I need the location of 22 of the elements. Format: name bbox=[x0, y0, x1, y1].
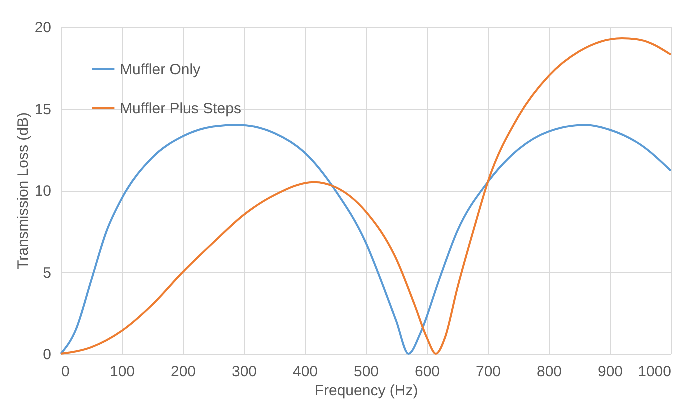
y-tick-label: 0 bbox=[43, 346, 52, 364]
x-axis-title: Frequency (Hz) bbox=[314, 382, 418, 400]
y-tick-label: 15 bbox=[34, 101, 52, 118]
x-tick-label: 600 bbox=[414, 364, 440, 380]
y-tick-label: 10 bbox=[34, 183, 52, 200]
x-tick-label: 1000 bbox=[638, 364, 672, 380]
y-tick-label: 5 bbox=[43, 264, 52, 282]
x-tick-label: 0 bbox=[62, 364, 70, 380]
x-tick-label: 200 bbox=[170, 364, 196, 380]
x-tick-label: 500 bbox=[354, 364, 380, 380]
x-tick-label: 100 bbox=[110, 364, 136, 380]
x-tick-label: 300 bbox=[232, 364, 258, 380]
y-axis-title: Transmission Loss (dB) bbox=[14, 112, 32, 270]
legend-label: Muffler Only bbox=[120, 62, 202, 78]
x-tick-label: 400 bbox=[292, 364, 318, 380]
y-tick-label: 20 bbox=[34, 20, 52, 36]
x-tick-label: 700 bbox=[476, 364, 502, 380]
line-series bbox=[60, 124, 672, 355]
x-tick-label: 800 bbox=[536, 364, 562, 380]
x-tick-label: 900 bbox=[598, 364, 624, 380]
line-series bbox=[60, 37, 672, 355]
legend-label: Muffler Plus Steps bbox=[120, 100, 242, 118]
